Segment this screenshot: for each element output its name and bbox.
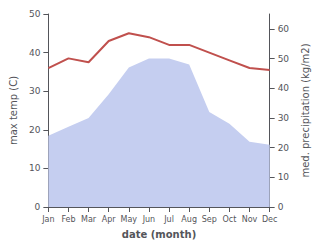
svg-text:Mar: Mar — [81, 215, 97, 224]
svg-text:Oct: Oct — [222, 215, 236, 224]
svg-text:Apr: Apr — [102, 215, 117, 224]
svg-text:Aug: Aug — [181, 215, 197, 224]
svg-text:Jun: Jun — [142, 215, 156, 224]
svg-text:May: May — [121, 215, 138, 224]
svg-text:30: 30 — [278, 113, 290, 123]
svg-text:50: 50 — [29, 9, 41, 19]
svg-text:10: 10 — [278, 172, 290, 182]
svg-text:med. precipitation (kg/m2): med. precipitation (kg/m2) — [300, 43, 311, 177]
svg-text:10: 10 — [29, 163, 41, 173]
svg-text:50: 50 — [278, 54, 290, 64]
svg-text:20: 20 — [29, 125, 41, 135]
svg-text:0: 0 — [278, 202, 284, 212]
svg-text:30: 30 — [29, 86, 41, 96]
svg-text:60: 60 — [278, 24, 290, 34]
svg-text:Jul: Jul — [163, 215, 174, 224]
svg-text:Dec: Dec — [262, 215, 277, 224]
svg-text:max temp (C): max temp (C) — [8, 76, 19, 145]
svg-text:40: 40 — [29, 48, 41, 58]
svg-text:Jan: Jan — [41, 215, 54, 224]
svg-text:40: 40 — [278, 83, 290, 93]
svg-text:0: 0 — [35, 202, 41, 212]
svg-text:Feb: Feb — [61, 215, 75, 224]
svg-text:20: 20 — [278, 143, 290, 153]
svg-text:date (month): date (month) — [122, 229, 196, 240]
svg-text:Nov: Nov — [242, 215, 258, 224]
svg-text:Sep: Sep — [202, 215, 217, 224]
